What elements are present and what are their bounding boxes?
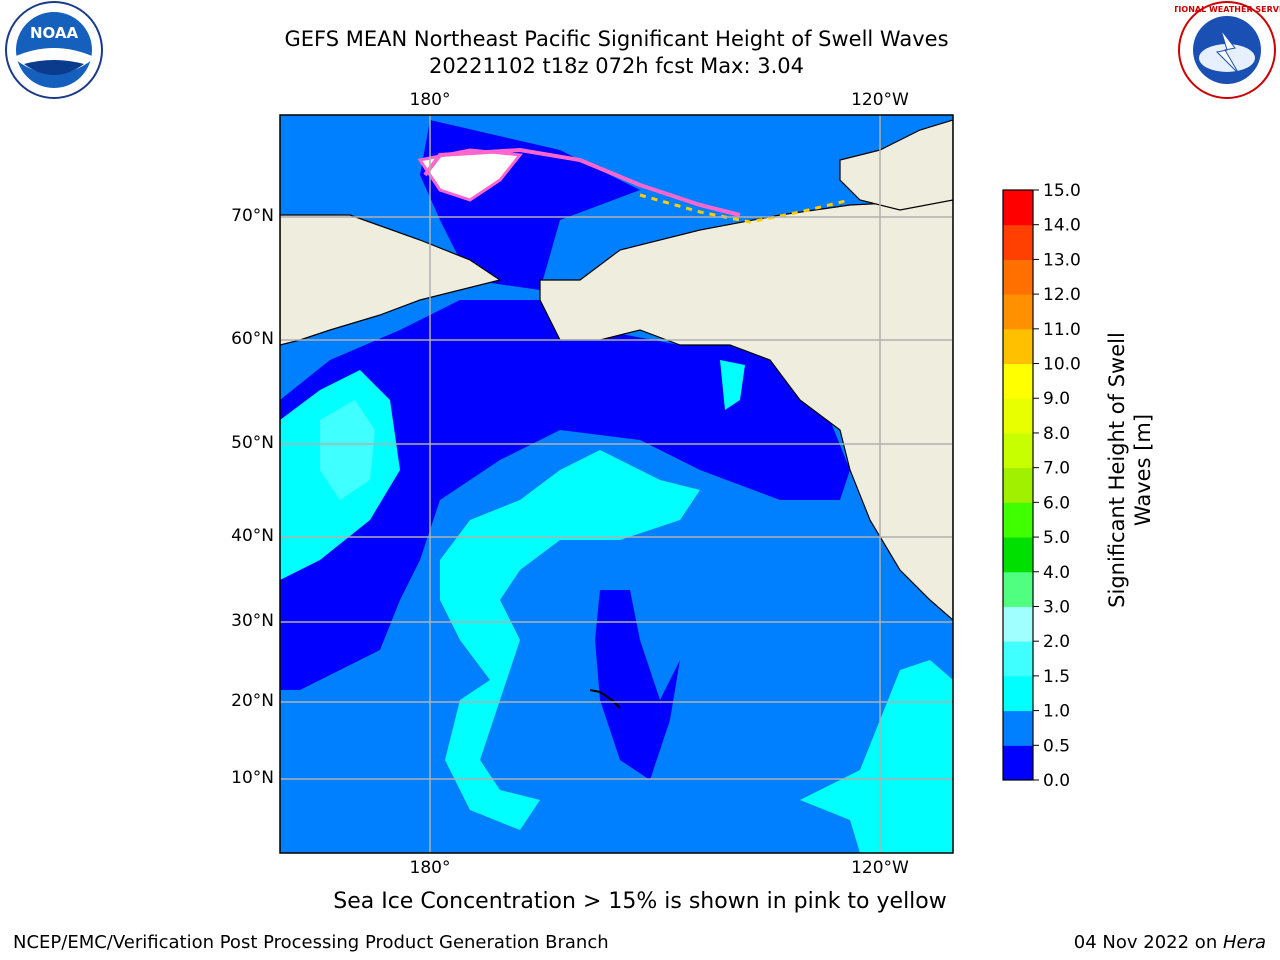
colorbar-tick-label: 3.0 bbox=[1043, 597, 1070, 617]
noaa-logo: NOAA bbox=[5, 1, 103, 99]
colorbar-tick-label: 7.0 bbox=[1043, 459, 1070, 479]
colorbar-tick-label: 14.0 bbox=[1043, 216, 1081, 236]
graticule bbox=[280, 115, 953, 853]
low-swell-central bbox=[595, 590, 680, 780]
lon-label-bottom-120w: 120°W bbox=[851, 858, 909, 878]
colorbar-tick-label: 13.0 bbox=[1043, 250, 1081, 270]
colorbar-block bbox=[1003, 467, 1033, 503]
colorbar-block bbox=[1003, 224, 1033, 260]
colorbar-block bbox=[1003, 432, 1033, 469]
lat-label-40n: 40°N bbox=[231, 526, 274, 546]
colorbar-tick-label: 1.0 bbox=[1043, 702, 1070, 722]
footer-branch: NCEP/EMC/Verification Post Processing Pr… bbox=[13, 932, 609, 953]
high-swell-west-light bbox=[320, 400, 375, 500]
high-swell-east bbox=[800, 660, 953, 853]
colorbar-block bbox=[1003, 259, 1033, 295]
colorbar-block bbox=[1003, 190, 1033, 226]
colorbar-tick-label: 6.0 bbox=[1043, 493, 1070, 513]
colorbar-tick-label: 15.0 bbox=[1043, 181, 1081, 201]
colorbar: 0.0 0.5 1.0 1.5 2.0 3.0 4.0 5.0 6.0 7.0 8.0 9.0 10.0… bbox=[1002, 181, 1081, 790]
colorbar-tick-label: 12.0 bbox=[1043, 285, 1081, 305]
nws-logo-text: NATIONAL WEATHER SERVICE bbox=[1175, 5, 1280, 14]
colorbar-block bbox=[1003, 328, 1033, 365]
sea-ice-note: Sea Ice Concentration > 15% is shown in … bbox=[333, 889, 947, 914]
lat-label-30n: 30°N bbox=[231, 611, 274, 631]
sea-ice-edge-yellow bbox=[639, 193, 851, 224]
lat-label-60n: 60°N bbox=[231, 329, 274, 349]
footer-date: 04 Nov 2022 on Hera bbox=[1074, 932, 1266, 953]
colorbar-block bbox=[1003, 745, 1033, 781]
footer-date-text: 04 Nov 2022 on bbox=[1073, 932, 1223, 953]
asia-land bbox=[280, 214, 502, 346]
hawaii-islands bbox=[589, 689, 621, 709]
footer-host: Hera bbox=[1222, 932, 1266, 953]
colorbar-tick-label: 1.5 bbox=[1043, 667, 1070, 687]
lon-label-bottom-180: 180° bbox=[409, 858, 451, 878]
lat-label-70n: 70°N bbox=[231, 206, 274, 226]
colorbar-block bbox=[1003, 537, 1033, 573]
sea-ice-edge bbox=[423, 147, 741, 217]
colorbar-tick-label: 9.0 bbox=[1043, 389, 1070, 409]
colorbar-tick-label: 2.0 bbox=[1043, 632, 1070, 652]
colorbar-block bbox=[1003, 675, 1033, 712]
map-frame bbox=[279, 114, 954, 854]
colorbar-label: Significant Height of Swell Waves [m] bbox=[1105, 332, 1155, 608]
colorbar-tick-label: 4.0 bbox=[1043, 563, 1070, 583]
lat-label-20n: 20°N bbox=[231, 691, 274, 711]
colorbar-frame bbox=[1002, 189, 1034, 781]
colorbar-block bbox=[1003, 641, 1033, 677]
colorbar-block bbox=[1003, 606, 1033, 642]
colorbar-block bbox=[1003, 571, 1033, 607]
colorbar-tick-label: 0.0 bbox=[1043, 771, 1070, 790]
lon-label-top-120w: 120°W bbox=[851, 90, 909, 110]
colorbar-tick-label: 8.0 bbox=[1043, 424, 1070, 444]
colorbar-tick-label: 5.0 bbox=[1043, 528, 1070, 548]
noaa-logo-text: NOAA bbox=[30, 24, 79, 42]
colorbar-block bbox=[1003, 363, 1033, 399]
chukotka-land bbox=[417, 148, 523, 202]
lat-label-10n: 10°N bbox=[231, 768, 274, 788]
colorbar-tick-label: 11.0 bbox=[1043, 320, 1081, 340]
low-swell-west bbox=[280, 560, 380, 650]
colorbar-block bbox=[1003, 710, 1033, 746]
colorbar-tick-label: 10.0 bbox=[1043, 355, 1081, 375]
lon-label-top-180: 180° bbox=[409, 90, 451, 110]
high-swell-band bbox=[440, 450, 700, 830]
map-title: GEFS MEAN Northeast Pacific Significant … bbox=[284, 27, 949, 51]
colorbar-block bbox=[1003, 398, 1033, 434]
colorbar-block bbox=[1003, 294, 1033, 330]
colorbar-block bbox=[1003, 502, 1033, 538]
colorbar-tick-label: 0.5 bbox=[1043, 736, 1070, 756]
nws-logo: NATIONAL WEATHER SERVICE bbox=[1175, 1, 1280, 99]
arctic-land bbox=[839, 119, 953, 211]
map-subtitle: 20221102 t18z 072h fcst Max: 3.04 bbox=[429, 54, 804, 78]
alaska-land bbox=[539, 199, 953, 621]
high-swell-north bbox=[720, 360, 745, 410]
lat-label-50n: 50°N bbox=[231, 433, 274, 453]
low-swell-region bbox=[280, 300, 850, 690]
